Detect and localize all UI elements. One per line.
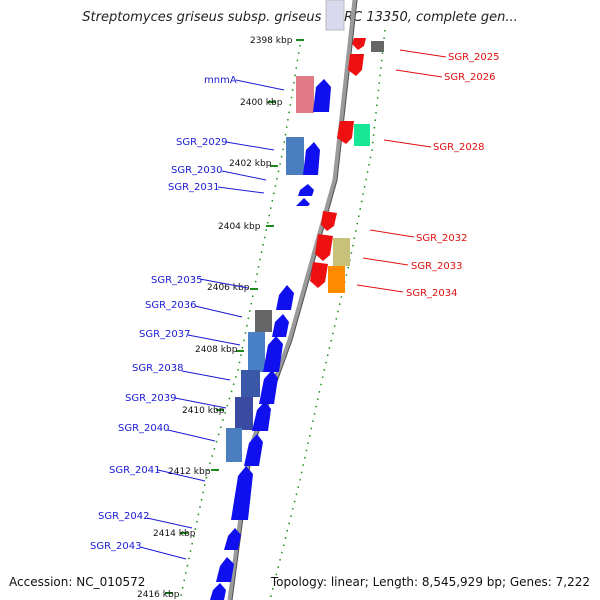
gene-label-sgr-2040: SGR_2040	[118, 423, 170, 434]
label-leader-line	[146, 517, 193, 529]
gene-arrow	[252, 401, 271, 431]
label-leader-line	[395, 69, 443, 78]
gene-arrow	[303, 142, 320, 175]
tick-label: 2404 kbp	[218, 222, 261, 232]
label-leader-line	[399, 49, 447, 58]
tick-label: 2402 kbp	[229, 159, 272, 169]
label-leader-line	[194, 305, 243, 318]
label-leader-line	[217, 186, 265, 194]
topology-summary: Topology: linear; Length: 8,545,929 bp; …	[270, 575, 590, 589]
gene-block	[354, 124, 370, 146]
tick-label: 2408 kbp	[195, 345, 238, 355]
accession-label: Accession: NC_010572	[9, 575, 146, 589]
gene-label-sgr-2032: SGR_2032	[416, 233, 468, 244]
tick-label: 2412 kbp	[168, 467, 211, 477]
gene-label-sgr-2041: SGR_2041	[109, 465, 161, 476]
gene-label-sgr-2034: SGR_2034	[406, 288, 458, 299]
label-leader-line	[221, 170, 267, 181]
gene-block	[241, 370, 260, 397]
gene-label-sgr-2039: SGR_2039	[125, 393, 177, 404]
forward-gene-labels: mnmA SGR_2029 SGR_2030 SGR_2031 SGR_2035…	[90, 75, 285, 560]
label-leader-line	[139, 546, 187, 560]
forward-genes	[210, 76, 331, 600]
gene-arrow	[216, 557, 234, 582]
gene-arrow	[244, 434, 263, 466]
gene-label-sgr-2043: SGR_2043	[90, 541, 142, 552]
gene-label-sgr-2033: SGR_2033	[411, 261, 463, 272]
label-leader-line	[225, 141, 275, 151]
genome-backbone-shadow	[231, 0, 358, 600]
map-title: Streptomyces griseus subsp. griseus NBRC…	[82, 10, 518, 25]
gene-arrow	[224, 528, 241, 550]
gene-arrow	[315, 234, 333, 261]
gene-label-mnma: mnmA	[204, 75, 237, 86]
tick-label: 2414 kbp	[153, 529, 196, 539]
gene-label-sgr-2035: SGR_2035	[151, 275, 203, 286]
gene-arrow	[210, 583, 226, 600]
gene-block	[333, 238, 350, 266]
gene-label-sgr-2025: SGR_2025	[448, 52, 500, 63]
gene-block	[296, 76, 314, 113]
label-leader-line	[369, 229, 415, 238]
gene-label-sgr-2042: SGR_2042	[98, 511, 150, 522]
gene-arrow	[310, 262, 328, 288]
gene-arrow	[337, 121, 354, 144]
label-leader-line	[199, 278, 249, 289]
gene-block	[286, 137, 304, 175]
tick-label: 2406 kbp	[207, 283, 250, 293]
label-leader-line	[235, 79, 285, 91]
gene-arrow	[321, 211, 337, 231]
scale-ticks	[165, 39, 304, 594]
gene-arrow	[259, 370, 278, 404]
label-leader-line	[362, 257, 409, 266]
label-leader-line	[181, 370, 231, 381]
gene-arrow	[276, 285, 294, 310]
label-leader-line	[157, 469, 206, 482]
gene-arrow	[231, 466, 253, 520]
label-leader-line	[383, 139, 432, 148]
gene-block	[235, 397, 253, 430]
gene-arrow	[272, 314, 289, 337]
top-gene-box	[325, 0, 345, 31]
label-leader-line	[167, 429, 216, 442]
gene-label-sgr-2030: SGR_2030	[171, 165, 223, 176]
gene-label-sgr-2038: SGR_2038	[132, 363, 184, 374]
gene-label-sgr-2037: SGR_2037	[139, 329, 191, 340]
gene-label-sgr-2036: SGR_2036	[145, 300, 197, 311]
gene-label-sgr-2029: SGR_2029	[176, 137, 228, 148]
scale-tick-labels: 2398 kbp 2400 kbp 2402 kbp 2404 kbp 2406…	[137, 36, 293, 600]
gene-arrow	[352, 38, 366, 50]
label-leader-line	[174, 397, 227, 409]
gene-arrow	[263, 336, 283, 372]
gene-block	[255, 310, 272, 332]
label-leader-line	[356, 284, 404, 293]
gene-block	[248, 332, 265, 372]
gene-arrow	[313, 79, 331, 112]
gene-label-sgr-2028: SGR_2028	[433, 142, 485, 153]
gene-arrow	[296, 198, 310, 206]
reverse-track-guide	[269, 29, 386, 600]
gene-block	[328, 266, 345, 293]
tick-label: 2416 kbp	[137, 590, 180, 600]
reverse-genes	[310, 38, 384, 293]
gene-arrow	[348, 54, 364, 76]
label-leader-line	[187, 334, 241, 346]
tick-label: 2410 kbp	[182, 406, 225, 416]
gene-label-sgr-2026: SGR_2026	[444, 72, 496, 83]
tick-label: 2400 kbp	[240, 98, 283, 108]
gene-arrow	[298, 184, 314, 196]
tick-label: 2398 kbp	[250, 36, 293, 46]
reverse-gene-labels: SGR_2025 SGR_2026 SGR_2028 SGR_2032 SGR_…	[356, 49, 500, 299]
gene-block	[371, 41, 384, 52]
gene-block	[226, 428, 242, 462]
gene-label-sgr-2031: SGR_2031	[168, 182, 220, 193]
